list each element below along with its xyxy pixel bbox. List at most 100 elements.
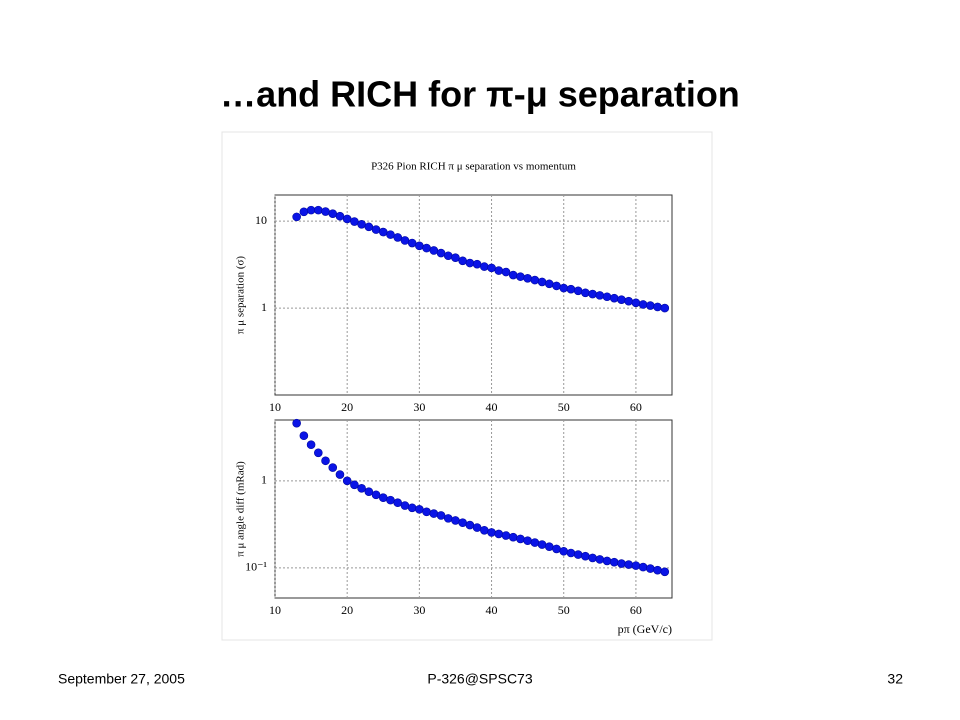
data-point xyxy=(451,253,460,262)
data-point xyxy=(516,272,525,281)
data-point xyxy=(631,561,641,570)
data-point xyxy=(523,274,532,283)
data-point xyxy=(530,538,540,547)
data-point xyxy=(609,293,619,303)
data-point xyxy=(407,503,417,513)
data-point xyxy=(422,507,431,517)
data-point xyxy=(350,480,359,490)
data-point xyxy=(624,560,633,569)
data-point xyxy=(407,238,417,248)
data-point xyxy=(299,207,309,217)
data-point xyxy=(595,555,605,564)
data-point xyxy=(443,514,453,523)
data-point xyxy=(537,277,547,287)
data-point xyxy=(581,551,590,561)
data-point xyxy=(631,298,641,308)
y-axis-label: π μ angle diff (mRad) xyxy=(235,461,247,557)
data-point xyxy=(458,256,467,266)
page-number: 32 xyxy=(887,671,903,687)
data-point xyxy=(653,302,662,312)
data-point xyxy=(480,262,489,271)
data-point xyxy=(321,456,330,466)
data-point xyxy=(559,283,569,293)
data-point xyxy=(328,463,338,472)
slide-title: …and RICH for π-μ separation xyxy=(220,74,740,115)
x-tick-label: 10 xyxy=(269,603,281,617)
data-point xyxy=(429,246,439,255)
data-point xyxy=(415,505,424,514)
data-point xyxy=(292,418,301,428)
data-point xyxy=(328,209,338,218)
footer-center: P-326@SPSC73 xyxy=(427,671,532,687)
data-point xyxy=(335,211,345,221)
data-point xyxy=(516,534,525,544)
data-point xyxy=(624,296,633,306)
x-tick-label: 40 xyxy=(486,603,498,617)
data-point xyxy=(494,266,504,275)
data-point xyxy=(299,431,309,441)
data-point xyxy=(378,493,388,502)
x-tick-label: 50 xyxy=(558,603,570,617)
x-axis-label: pπ (GeV/c) xyxy=(618,622,672,636)
data-point xyxy=(436,248,446,258)
data-point xyxy=(544,542,554,551)
data-point xyxy=(364,487,374,496)
data-point xyxy=(487,528,496,537)
data-point xyxy=(386,230,395,239)
data-point xyxy=(602,556,612,566)
data-point xyxy=(436,511,446,520)
footer-date: September 27, 2005 xyxy=(58,671,185,687)
data-point xyxy=(544,279,554,289)
data-point xyxy=(530,275,540,285)
plot-area xyxy=(274,419,673,599)
x-tick-label: 40 xyxy=(486,400,498,414)
data-point xyxy=(314,205,323,215)
data-point xyxy=(472,259,482,269)
data-point xyxy=(573,286,583,296)
data-point xyxy=(357,484,366,493)
data-point xyxy=(350,217,359,226)
data-point xyxy=(494,529,504,539)
data-point xyxy=(306,205,316,215)
data-point xyxy=(400,236,410,245)
data-point xyxy=(400,501,410,510)
x-tick-label: 30 xyxy=(413,603,425,617)
data-point xyxy=(451,516,460,525)
data-point xyxy=(595,291,605,300)
data-point xyxy=(393,498,403,508)
data-point xyxy=(306,440,316,450)
data-point xyxy=(508,270,518,280)
data-point xyxy=(472,523,482,532)
y-tick-label: 1 xyxy=(261,473,267,487)
data-point xyxy=(371,225,381,234)
data-point xyxy=(508,532,518,542)
data-point xyxy=(335,470,345,479)
x-tick-label: 30 xyxy=(413,400,425,414)
x-tick-label: 10 xyxy=(269,400,281,414)
data-point xyxy=(393,233,403,242)
data-point xyxy=(371,490,381,500)
data-point xyxy=(364,222,374,232)
data-point xyxy=(480,525,489,535)
data-point xyxy=(415,241,424,251)
data-point xyxy=(501,531,511,540)
data-point xyxy=(465,258,475,268)
data-point xyxy=(378,227,388,237)
data-point xyxy=(588,553,597,563)
data-point xyxy=(660,303,670,313)
x-tick-label: 60 xyxy=(630,400,642,414)
data-point xyxy=(443,251,453,261)
data-point xyxy=(386,495,395,505)
data-point xyxy=(646,301,655,310)
y-tick-label: 1 xyxy=(261,300,267,314)
data-point xyxy=(314,448,323,458)
data-point xyxy=(653,565,662,575)
data-point xyxy=(537,540,547,549)
data-point xyxy=(429,509,439,518)
data-point xyxy=(602,292,612,302)
data-point xyxy=(292,212,301,222)
data-point xyxy=(559,546,569,556)
x-tick-label: 20 xyxy=(341,400,353,414)
data-point xyxy=(552,544,561,554)
